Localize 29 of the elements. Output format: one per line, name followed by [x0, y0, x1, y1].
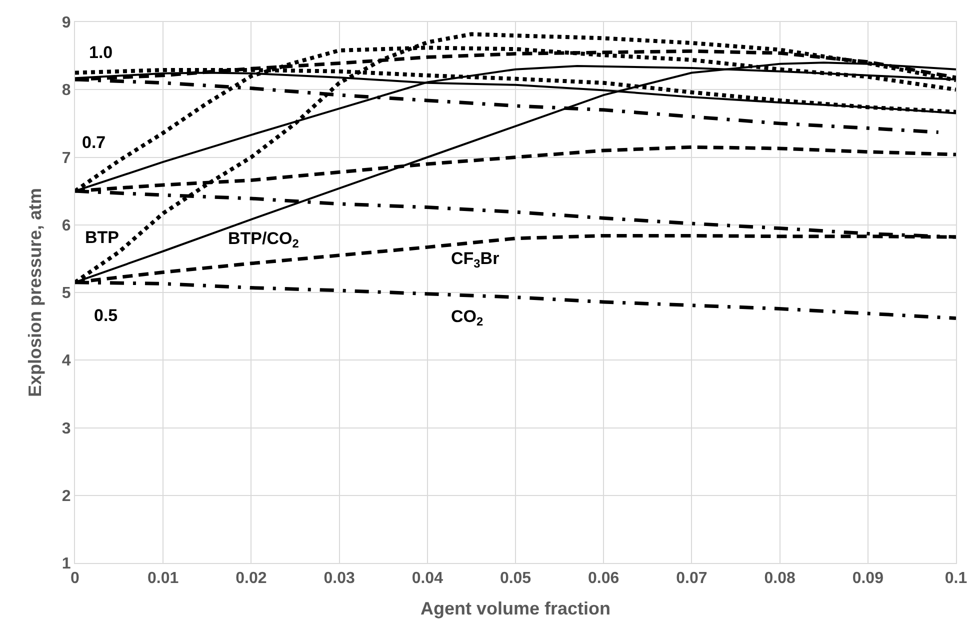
x-tick-label: 0.09: [852, 570, 884, 588]
annotation: BTP: [85, 228, 119, 247]
y-tick-label: 2: [62, 488, 71, 505]
x-tick-label: 0.06: [588, 570, 620, 588]
x-tick-label: 0.07: [676, 570, 708, 588]
y-tick-label: 3: [62, 420, 71, 438]
x-tick-label: 0.02: [236, 570, 267, 588]
annotation: BTP/CO$_{2}$: [228, 229, 300, 251]
annotation: CO$_{2}$: [451, 307, 484, 329]
x-tick-label: 0.03: [324, 570, 355, 588]
x-tick-label: 0.08: [764, 570, 796, 588]
x-tick-label: 0.1: [944, 570, 968, 588]
x-axis-title: Agent volume fraction: [420, 598, 611, 618]
y-tick-label: 9: [62, 14, 71, 32]
y-tick-label: 7: [62, 150, 71, 167]
x-tick-label: 0.05: [500, 570, 532, 588]
annotation: 1.0: [89, 43, 113, 62]
y-tick-label: 6: [62, 217, 71, 234]
y-tick-label: 8: [62, 82, 71, 100]
x-tick-label: 0: [70, 570, 80, 588]
x-tick-label: 0.04: [412, 570, 444, 588]
annotation: 0.7: [82, 133, 106, 152]
y-tick-label: 1: [62, 556, 71, 573]
y-tick-label: 4: [62, 352, 71, 370]
y-axis-title: Explosion pressure, atm: [25, 188, 46, 398]
annotation: 0.5: [94, 306, 118, 325]
y-tick-label: 5: [62, 285, 71, 302]
annotation: CF$_{3}$Br: [451, 249, 500, 271]
x-tick-label: 0.01: [148, 570, 179, 588]
